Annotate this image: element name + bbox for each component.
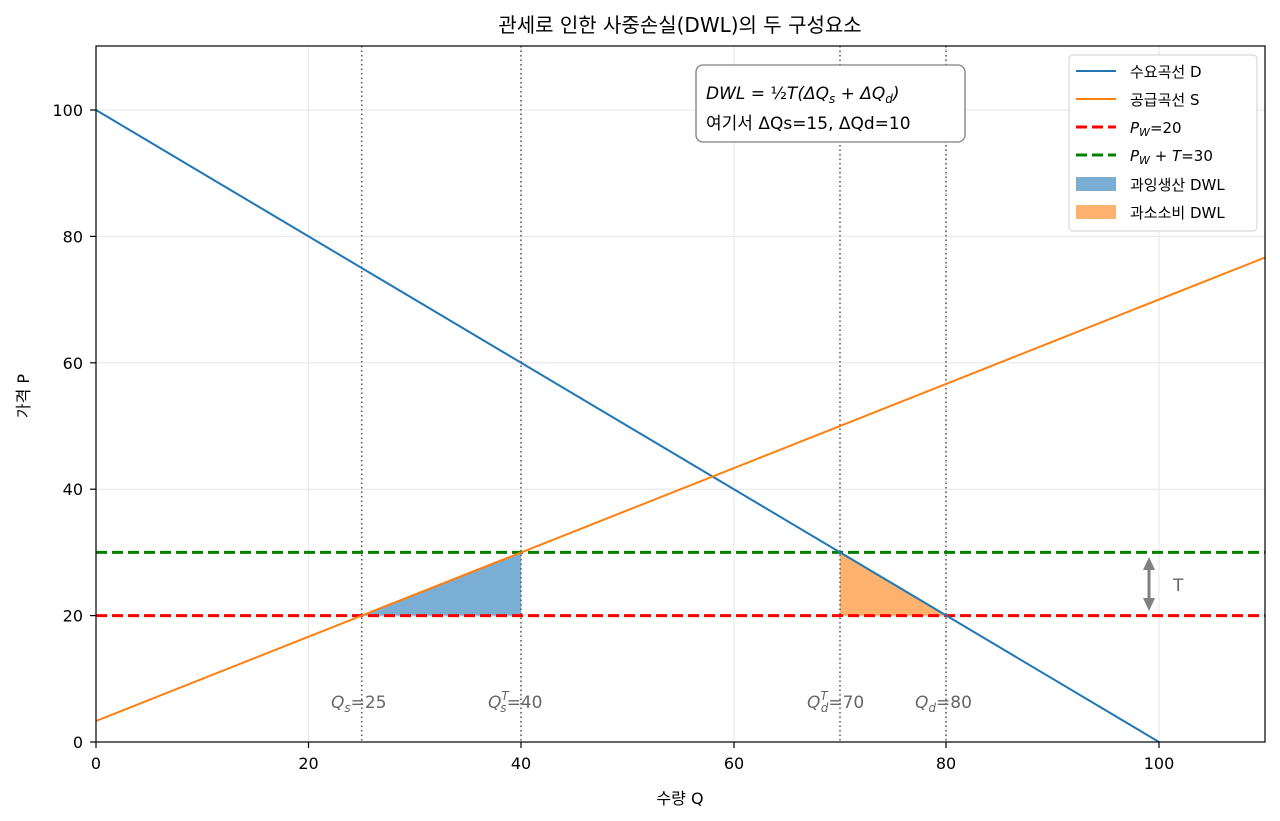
x-tick-label: 20 (298, 754, 318, 773)
y-tick-label: 80 (63, 227, 83, 246)
x-tick-label: 0 (91, 754, 101, 773)
legend-world-price: PW=20 (1130, 119, 1182, 139)
formula-box: DWL = ½T(ΔQs + ΔQd) 여기서 ΔQs=15, ΔQd=10 (695, 64, 966, 143)
legend-demand: 수요곡선 D (1130, 63, 1202, 81)
legend-under-consumption-swatch (1076, 205, 1116, 219)
tariff-label: T (1172, 576, 1184, 596)
tariff-arrow-icon (1143, 557, 1155, 611)
y-tick-label: 20 (63, 607, 83, 626)
x-tick-label: 80 (936, 754, 956, 773)
chart-title: 관세로 인한 사중손실(DWL)의 두 구성요소 (498, 13, 861, 37)
quantity-markers (360, 46, 947, 742)
y-tick-label: 0 (73, 733, 83, 752)
formula-line-2: 여기서 ΔQs=15, ΔQd=10 (706, 114, 911, 134)
legend-over-production: 과잉생산 DWL (1130, 176, 1225, 194)
x-axis-label: 수량 Q (656, 789, 703, 808)
legend-over-production-swatch (1076, 177, 1116, 191)
label-qst: QT s=40 (488, 689, 542, 715)
y-axis: 0 20 40 60 80 100 가격 P (14, 101, 96, 752)
legend: 수요곡선 D 공급곡선 S PW=20 PW + T=30 과잉생산 DWL 과… (1068, 54, 1258, 232)
legend-tariff-price: PW + T=30 (1130, 147, 1213, 167)
x-tick-label: 100 (1144, 754, 1175, 773)
label-qdt: QT d=70 (807, 689, 864, 715)
x-tick-label: 60 (724, 754, 744, 773)
y-tick-label: 40 (63, 480, 83, 499)
legend-under-consumption: 과소소비 DWL (1130, 204, 1225, 222)
x-tick-label: 40 (511, 754, 531, 773)
demand-curve (95, 109, 1160, 743)
plot-frame (95, 45, 1266, 743)
label-qs: Qs=25 (331, 693, 387, 715)
formula-line-1: DWL = ½T(ΔQs + ΔQd) (706, 84, 900, 106)
y-tick-label: 100 (52, 101, 83, 120)
supply-curve (95, 256, 1266, 722)
x-axis: 0 20 40 60 80 100 수량 Q (91, 742, 1174, 808)
y-axis-label: 가격 P (14, 374, 33, 419)
y-tick-label: 60 (63, 354, 83, 373)
label-qd: Qd=80 (915, 693, 972, 715)
legend-supply: 공급곡선 S (1130, 91, 1200, 109)
